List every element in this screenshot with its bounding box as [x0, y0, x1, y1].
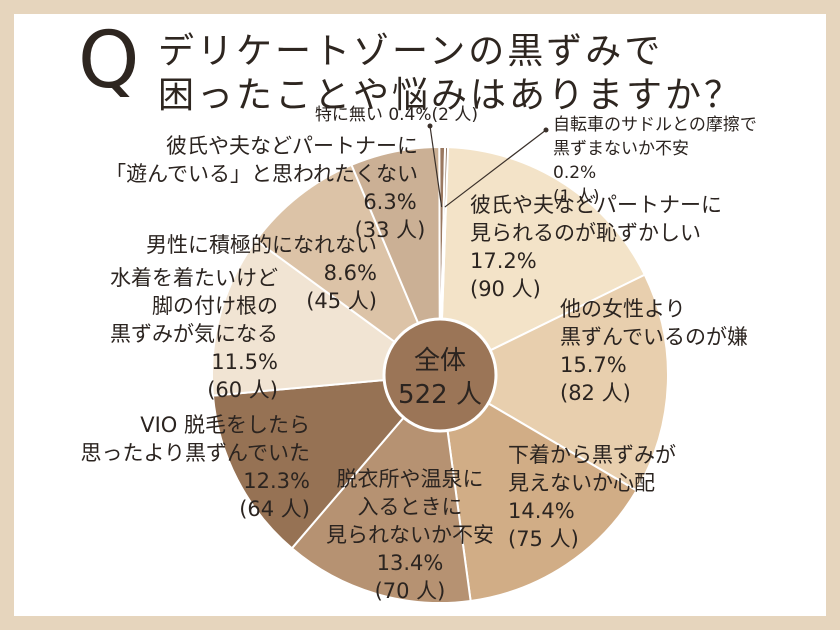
slice-label-line: 黒ずまないか不安: [553, 139, 689, 159]
slice-label-line: 見られないか不安: [326, 523, 494, 547]
leader-line: [429, 125, 443, 208]
pie-slice: [254, 163, 443, 378]
leader-lines: [427, 123, 549, 208]
slice-label-line: 自転車のサドルとの摩擦で: [553, 115, 757, 135]
slice-label-line: 11.5%: [211, 350, 278, 374]
slice-label-line: 17.2%: [470, 249, 537, 273]
slice-label-line: (90 人): [470, 277, 541, 301]
slice-label-line: 黒ずみが気になる: [110, 322, 278, 346]
leader-dot: [543, 127, 549, 133]
slice-label: 彼氏や夫などパートナーに「遊んでいる」と思われたくない 6.3% (33 人): [105, 134, 425, 242]
pie-slices: [211, 145, 669, 604]
center-label-line: 522 人: [398, 380, 482, 410]
pie-slice: [290, 372, 472, 604]
slice-label-line: (82 人): [560, 381, 631, 405]
slice-label-line: (70 人): [375, 579, 446, 603]
leader-dot: [427, 123, 433, 129]
slice-label-line: 8.6%: [324, 261, 377, 285]
slice-label-line: 12.3%: [243, 469, 310, 493]
slice-label-line: 0.2%: [553, 163, 596, 183]
slice-label-line: (75 人): [508, 527, 579, 551]
pie-slice: [211, 238, 443, 397]
slice-label-line: VIO 脱毛をしたら: [140, 413, 310, 437]
slice-label-line: (45 人): [306, 289, 377, 313]
slice-label-line: (1 人): [553, 187, 599, 207]
slice-label-line: 水着を着たいけど: [110, 266, 278, 290]
question-mark-q: Q: [78, 16, 140, 106]
slice-label-line: 入るときに: [358, 495, 463, 519]
slice-label-line: 見えないか心配: [508, 471, 655, 495]
slice-label-line: 思ったより黒ずんでいた: [80, 441, 310, 465]
center-label-line: 全体: [414, 346, 466, 376]
pie-slice: [211, 373, 443, 550]
slice-label-line: 13.4%: [377, 551, 444, 575]
slice-label-line: 他の女性より: [560, 297, 686, 321]
slice-label-line: 下着から黒ずみが: [508, 443, 676, 467]
pie-slice: [438, 146, 647, 377]
slice-label-line: 14.4%: [508, 499, 575, 523]
slice-label-line: 男性に積極的になれない: [146, 233, 377, 257]
leader-line: [444, 129, 547, 208]
slice-label-line: 「遊んでいる」と思われたくない: [105, 162, 418, 186]
slice-label-line: 特に無い 0.4%(2 人): [315, 105, 478, 125]
slice-label-line: 6.3%: [363, 190, 416, 214]
center-total-label: 全体 522 人: [398, 346, 482, 410]
chart-title-line-2: 困ったことや悩みはありますか？: [158, 75, 744, 116]
chart-title-line-1: デリケートゾーンの黒ずみで: [158, 31, 664, 72]
slice-label-line: (33 人): [355, 218, 426, 242]
slice-label-line: 15.7%: [560, 353, 627, 377]
slice-label-line: 彼氏や夫などパートナーに: [166, 134, 418, 158]
slice-label-line: (64 人): [239, 497, 310, 521]
center-circle: [382, 317, 498, 433]
pie-slice: [438, 373, 638, 603]
slice-label-line: 黒ずんでいるのが嫌: [560, 325, 748, 349]
slice-label: 特に無い 0.4%(2 人): [315, 105, 478, 125]
slice-label-line: 脚の付け根の: [152, 294, 278, 318]
slice-label-line: 彼氏や夫などパートナーに: [470, 193, 722, 217]
slice-label-line: 見られるのが恥ずかしい: [470, 221, 701, 245]
pie-slice: [437, 273, 669, 492]
slice-label-line: (60 人): [207, 378, 278, 402]
slice-label-line: 脱衣所や温泉に: [337, 467, 484, 491]
slice-label: 男性に積極的になれない 8.6% (45 人): [146, 233, 377, 313]
